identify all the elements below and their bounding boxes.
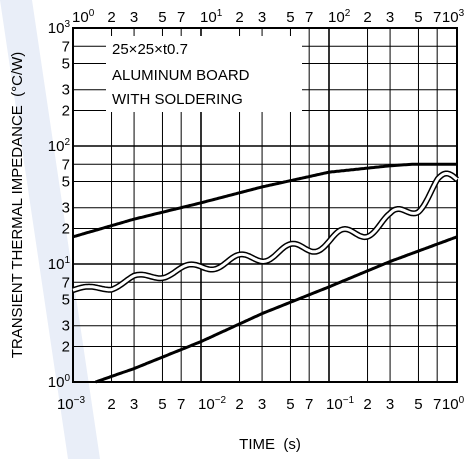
- x-tick-label-bottom: 2: [235, 396, 243, 413]
- x-tick-label-bottom: 5: [414, 396, 422, 413]
- y-tick-label: 7: [62, 156, 70, 173]
- watermark-shape: [0, 0, 100, 459]
- y-tick-label: 7: [62, 38, 70, 55]
- x-tick-label-bottom: 3: [258, 396, 266, 413]
- x-tick-label-bottom: 7: [433, 396, 441, 413]
- watermark-stripe: [0, 0, 100, 459]
- y-tick-label: 102: [48, 137, 71, 155]
- series-line-0: [72, 162, 457, 239]
- series-line-outline: [71, 170, 459, 294]
- x-tick-label-bottom: 3: [130, 396, 138, 413]
- y-tick-label: 2: [62, 220, 70, 237]
- annotation-box: 25×25×t0.7 ALUMINUM BOARD WITH SOLDERING: [106, 36, 302, 112]
- annotation-dimensions: 25×25×t0.7: [112, 41, 188, 58]
- x-tick-label-top: 102: [328, 8, 351, 26]
- x-tick-label-top: 5: [414, 9, 422, 26]
- x-tick-label-top: 3: [258, 9, 266, 26]
- y-tick-label: 103: [48, 19, 71, 37]
- y-tick-label: 2: [62, 338, 70, 355]
- series-line-inner: [72, 172, 458, 292]
- x-axis-label: TIME (s): [239, 436, 301, 453]
- x-tick-label-top: 3: [386, 9, 394, 26]
- y-tick-label: 5: [62, 174, 70, 191]
- x-tick-label-bottom: 100: [442, 395, 465, 413]
- x-tick-label-bottom: 3: [386, 396, 394, 413]
- x-tick-label-bottom: 5: [286, 396, 294, 413]
- x-tick-label-top: 2: [107, 9, 115, 26]
- y-tick-label: 2: [62, 102, 70, 119]
- x-tick-label-top: 7: [177, 9, 185, 26]
- x-tick-label-bottom: 2: [363, 396, 371, 413]
- x-tick-label-bottom: 10−3: [57, 395, 86, 413]
- y-tick-label: 5: [62, 292, 70, 309]
- x-tick-label-top: 7: [433, 9, 441, 26]
- annotation-material: ALUMINUM BOARD: [112, 67, 250, 84]
- x-tick-label-top: 101: [200, 8, 223, 26]
- series-layer: [71, 162, 459, 384]
- x-tick-label-top: 5: [158, 9, 166, 26]
- y-tick-label: 7: [62, 274, 70, 291]
- y-tick-label: 100: [48, 373, 71, 391]
- annotation-mounting: WITH SOLDERING: [112, 91, 243, 108]
- x-tick-label-bottom: 10−1: [326, 395, 355, 413]
- annotation-background: [106, 36, 302, 112]
- y-tick-label: 101: [48, 255, 71, 273]
- x-tick-label-top: 2: [235, 9, 243, 26]
- x-tick-label-bottom: 7: [177, 396, 185, 413]
- x-tick-label-top: 5: [286, 9, 294, 26]
- x-tick-label-top: 2: [363, 9, 371, 26]
- y-tick-label: 3: [62, 318, 70, 335]
- x-tick-label-top: 100: [72, 8, 95, 26]
- x-tick-label-bottom: 10−2: [198, 395, 227, 413]
- y-tick-label: 3: [62, 200, 70, 217]
- y-tick-label: 3: [62, 82, 70, 99]
- x-tick-label-top: 7: [305, 9, 313, 26]
- x-tick-label-bottom: 5: [158, 396, 166, 413]
- y-tick-label: 5: [62, 56, 70, 73]
- y-axis-label: TRANSIENT THERMAL IMPEDANCE (°C/W): [9, 52, 26, 359]
- x-tick-label-top: 3: [130, 9, 138, 26]
- x-tick-label-top: 103: [442, 8, 465, 26]
- plot-frame: [72, 27, 458, 383]
- x-tick-label-bottom: 2: [107, 396, 115, 413]
- x-tick-label-bottom: 7: [305, 396, 313, 413]
- series-line-1: [95, 235, 458, 384]
